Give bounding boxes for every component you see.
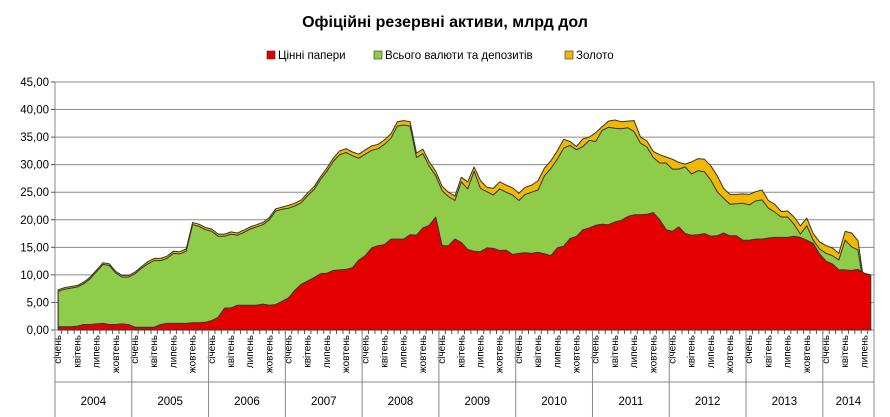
- year-label: 2014: [836, 396, 862, 408]
- y-tick-label: 30,00: [20, 160, 49, 172]
- month-label: липень: [859, 335, 870, 368]
- month-label: січень: [130, 335, 141, 364]
- legend-label-securities: Цінні папери: [278, 50, 346, 62]
- plot-area: 0,00 5,00 10,00 15,00 20,00 25,00 30,00 35,00 40…: [20, 77, 875, 417]
- month-label: липень: [706, 335, 717, 368]
- month-label: квітень: [303, 335, 314, 368]
- month-label: жовтень: [802, 335, 813, 373]
- month-label: липень: [399, 335, 410, 368]
- month-label: жовтень: [648, 335, 659, 373]
- month-label: січень: [437, 335, 448, 364]
- y-tick-label: 10,00: [20, 270, 49, 282]
- month-label: квітень: [763, 335, 774, 368]
- month-label: липень: [783, 335, 794, 368]
- year-label: 2011: [618, 396, 643, 408]
- month-label: жовтень: [571, 335, 582, 373]
- month-label: квітень: [533, 335, 544, 368]
- y-tick-label: 15,00: [20, 242, 49, 254]
- year-label: 2007: [311, 396, 337, 408]
- y-tick-label: 20,00: [20, 215, 49, 227]
- month-label: квітень: [610, 335, 621, 368]
- y-tick-label: 5,00: [27, 297, 49, 309]
- y-tick-label: 25,00: [20, 187, 49, 199]
- month-label: жовтень: [264, 335, 275, 373]
- month-label: квітень: [456, 335, 467, 368]
- month-label: квітень: [687, 335, 698, 368]
- month-label: липень: [92, 335, 103, 368]
- year-label: 2006: [234, 396, 260, 408]
- month-label: січень: [514, 335, 525, 364]
- month-label: квітень: [226, 335, 237, 368]
- year-label: 2013: [772, 396, 798, 408]
- year-label: 2010: [541, 396, 567, 408]
- y-tick-label: 0,00: [27, 325, 49, 337]
- y-tick-label: 45,00: [20, 77, 49, 89]
- legend-swatch-currency: [373, 50, 383, 60]
- year-label: 2008: [388, 396, 414, 408]
- month-label: жовтень: [418, 335, 429, 373]
- month-label: жовтень: [188, 335, 199, 373]
- month-label: липень: [552, 335, 563, 368]
- month-label: квітень: [380, 335, 391, 368]
- month-label: жовтень: [341, 335, 352, 373]
- y-tick-label: 35,00: [20, 132, 49, 144]
- month-label: січень: [591, 335, 602, 364]
- month-label: липень: [168, 335, 179, 368]
- month-label: січень: [284, 335, 295, 364]
- month-label: жовтень: [111, 335, 122, 373]
- chart-title: Офіційні резервні активи, млрд дол: [302, 14, 588, 31]
- month-label: квітень: [840, 335, 851, 368]
- month-label: липень: [475, 335, 486, 368]
- month-label: січень: [53, 335, 64, 364]
- year-label: 2005: [157, 396, 183, 408]
- month-label: жовтень: [495, 335, 506, 373]
- month-label: липень: [322, 335, 333, 368]
- area-securities: [57, 212, 872, 331]
- month-label: січень: [360, 335, 371, 364]
- year-label: 2004: [81, 396, 107, 408]
- legend-label-currency: Всього валюти та депозитів: [385, 50, 533, 62]
- legend: Цінні папери Всього валюти та депозитів Зо…: [266, 50, 614, 62]
- month-label: квітень: [72, 335, 83, 368]
- month-label: квітень: [149, 335, 160, 368]
- month-label: січень: [207, 335, 218, 364]
- year-label: 2012: [695, 396, 721, 408]
- month-label: липень: [629, 335, 640, 368]
- legend-swatch-gold: [564, 50, 574, 60]
- month-label: липень: [245, 335, 256, 368]
- legend-swatch-securities: [266, 50, 276, 60]
- legend-label-gold: Золото: [576, 50, 614, 62]
- month-label: січень: [744, 335, 755, 364]
- y-tick-label: 40,00: [20, 105, 49, 117]
- month-label: січень: [821, 335, 832, 364]
- month-label: січень: [667, 335, 678, 364]
- month-label: жовтень: [725, 335, 736, 373]
- year-label: 2009: [465, 396, 491, 408]
